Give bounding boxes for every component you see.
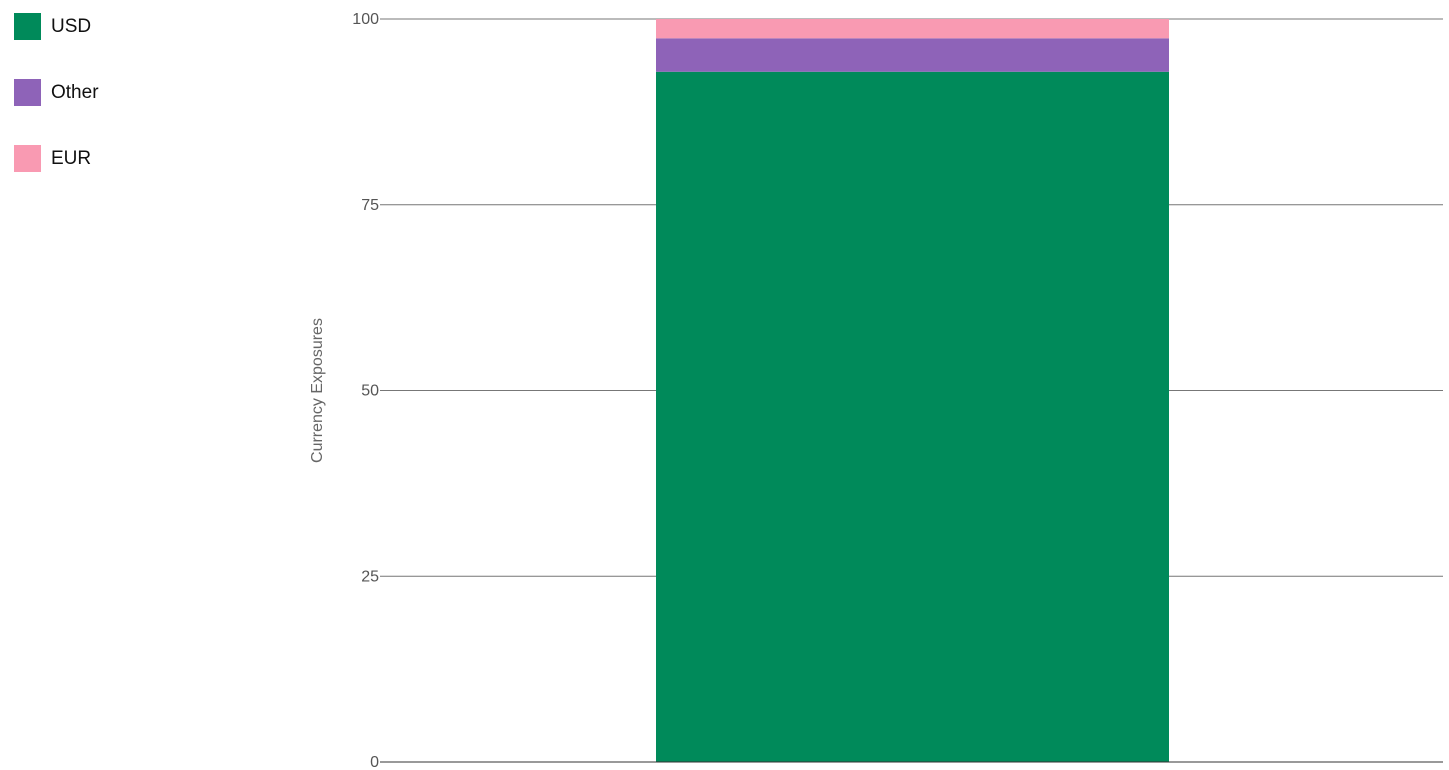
legend-swatch-eur (14, 145, 41, 172)
legend-item-other: Other (14, 79, 99, 106)
y-axis-ticks: 0 25 50 75 100 (352, 11, 379, 770)
bar-segment-other (656, 38, 1169, 72)
chart-legend: USD Other EUR (14, 13, 99, 211)
bar-segment-eur (656, 19, 1169, 39)
legend-label-eur: EUR (51, 147, 92, 169)
legend-item-usd: USD (14, 13, 99, 40)
legend-swatch-other (14, 79, 41, 106)
y-tick-label-75: 75 (361, 197, 379, 214)
y-tick-label-0: 0 (370, 754, 379, 770)
legend-label-other: Other (51, 81, 99, 103)
legend-item-eur: EUR (14, 145, 99, 172)
y-tick-label-100: 100 (352, 11, 379, 28)
y-axis-title: Currency Exposures (309, 318, 326, 463)
bar-stack (380, 19, 1443, 763)
bar-segment-usd (656, 71, 1169, 763)
legend-swatch-usd (14, 13, 41, 40)
legend-label-usd: USD (51, 15, 92, 37)
y-tick-label-50: 50 (361, 383, 379, 400)
y-tick-label-25: 25 (361, 568, 379, 585)
